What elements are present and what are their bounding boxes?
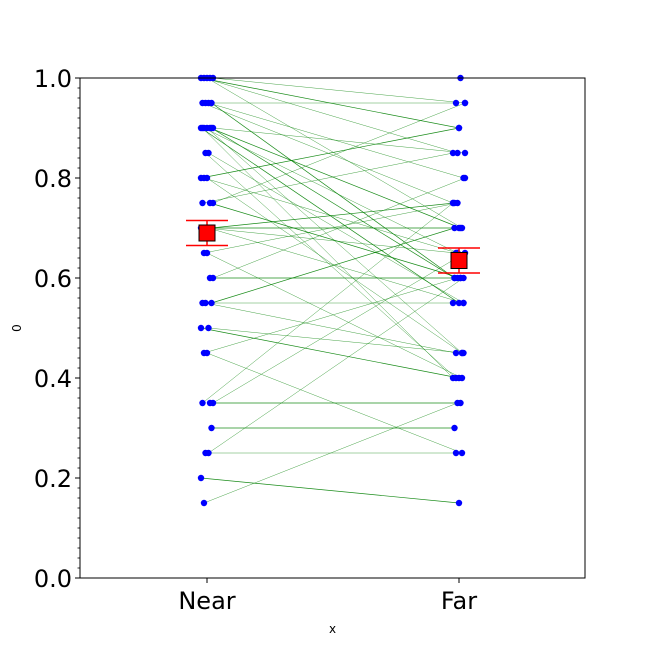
near-point <box>202 299 209 307</box>
near-point <box>205 99 212 107</box>
near-point <box>199 124 206 132</box>
axes: 0.0 0.2 0.4 0.6 0.8 1.0 Near Far <box>34 65 477 615</box>
far-point <box>461 99 469 107</box>
far-point <box>451 224 458 232</box>
far-point <box>460 274 467 282</box>
pair-line <box>206 177 463 354</box>
pair-line <box>203 202 458 254</box>
far-point <box>452 349 460 357</box>
pair-line <box>202 102 454 204</box>
mean-square <box>198 224 216 242</box>
pair-line <box>211 102 455 279</box>
near-point <box>197 474 205 482</box>
pair-line <box>202 152 454 204</box>
mean-markers <box>186 219 480 274</box>
far-point <box>449 199 457 207</box>
y-tick-label: 0.0 <box>34 565 72 593</box>
pair-line <box>200 327 460 379</box>
y-tick-label: 0.4 <box>34 365 72 393</box>
near-point <box>209 199 217 207</box>
y-tick-label: 0.2 <box>34 465 72 493</box>
pair-line <box>203 77 458 154</box>
far-point <box>452 449 460 457</box>
far-point <box>461 174 469 182</box>
pair-line <box>208 102 464 179</box>
mean-square <box>450 252 468 269</box>
pair-line <box>208 327 464 354</box>
pair-line <box>211 227 455 304</box>
far-point <box>452 99 460 107</box>
pair-line <box>205 227 457 254</box>
near-point <box>200 499 208 507</box>
x-tick-label-near: Near <box>178 587 235 615</box>
pair-line <box>212 102 466 204</box>
pair-line <box>200 127 460 179</box>
pair-line <box>212 77 466 104</box>
far-point <box>458 449 466 457</box>
far-point <box>454 399 461 407</box>
far-point <box>454 274 461 282</box>
mean-marker-near <box>186 219 228 247</box>
far-point <box>449 149 457 157</box>
near-point <box>209 274 217 282</box>
pair-lines <box>200 77 466 504</box>
pair-line <box>206 77 463 229</box>
near-point <box>208 299 215 307</box>
pair-line <box>202 202 454 404</box>
far-point <box>455 499 463 507</box>
pair-line <box>205 302 457 354</box>
mean-marker-far <box>438 247 480 274</box>
far-point <box>460 349 467 357</box>
y-tick-label: 0.6 <box>34 265 72 293</box>
far-point <box>455 299 463 307</box>
pair-line <box>209 127 461 229</box>
near-point <box>197 324 205 332</box>
near-point <box>203 249 211 257</box>
y-tick-label: 0.8 <box>34 165 72 193</box>
pair-line <box>211 127 455 279</box>
far-point <box>451 424 458 432</box>
near-point <box>209 399 217 407</box>
x-tick-label-far: Far <box>441 587 477 615</box>
pair-line <box>203 127 458 254</box>
pair-line <box>208 227 464 304</box>
plot-frame <box>79 77 586 579</box>
y-axis-label: 0 <box>10 324 24 332</box>
far-point <box>461 149 469 157</box>
near-point <box>208 424 215 432</box>
far-point <box>455 124 463 132</box>
far-point <box>454 149 461 157</box>
near-point <box>205 449 212 457</box>
pair-line <box>203 402 458 504</box>
far-point <box>460 299 467 307</box>
far-point <box>454 199 461 207</box>
pair-line <box>202 127 454 379</box>
pair-line <box>206 252 463 379</box>
far-point <box>455 374 463 382</box>
pair-line <box>212 177 466 279</box>
near-point <box>208 124 215 132</box>
pair-line <box>212 127 466 154</box>
x-axis-label: x <box>329 622 336 636</box>
pair-line <box>212 252 466 404</box>
data-points <box>197 74 469 507</box>
near-point <box>199 399 206 407</box>
pair-line <box>211 202 455 229</box>
near-point <box>205 324 212 332</box>
pair-line <box>208 277 464 454</box>
near-point <box>203 174 211 182</box>
pair-line <box>205 152 457 379</box>
near-point <box>199 199 206 207</box>
near-point <box>205 149 212 157</box>
pair-line <box>209 202 461 279</box>
far-point <box>455 224 463 232</box>
near-point <box>203 349 211 357</box>
pair-line <box>200 477 460 504</box>
y-tick-label: 1.0 <box>34 65 72 93</box>
far-point <box>449 299 457 307</box>
pair-line <box>203 277 458 354</box>
